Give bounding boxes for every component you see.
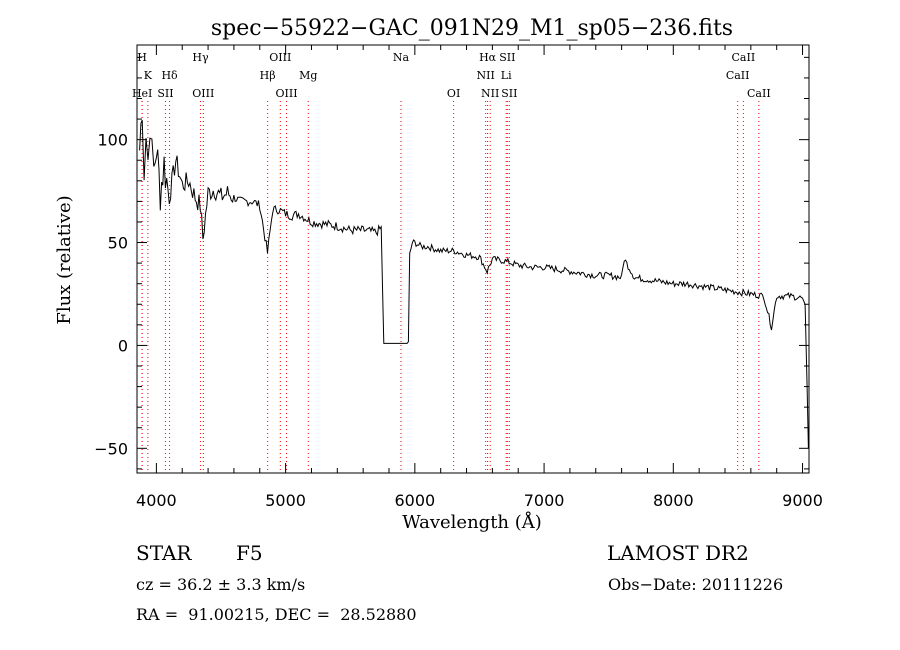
axis-ticks: 4000 5000 6000 7000 8000 9000 −50 0 50 100 xyxy=(94,45,823,510)
object-subclass: F5 xyxy=(236,541,263,565)
spectral-line-label: OIII xyxy=(269,51,291,64)
spectral-line-label: SII xyxy=(499,51,515,64)
x-tick-label: 5000 xyxy=(265,491,306,510)
x-tick-label: 7000 xyxy=(524,491,565,510)
y-axis-label: Flux (relative) xyxy=(54,195,75,324)
y-tick-label: 100 xyxy=(97,131,128,150)
plot-frame xyxy=(136,44,810,474)
x-tick-label: 4000 xyxy=(136,491,177,510)
spectral-line-label: Na xyxy=(393,51,410,64)
spectral-line-label: Li xyxy=(501,69,512,82)
chart-title: spec−55922−GAC_091N29_M1_sp05−236.fits xyxy=(211,16,733,41)
redshift-line: cz = 36.2 ± 3.3 km/s xyxy=(136,575,306,594)
spectral-line-label: OI xyxy=(447,87,460,100)
coordinates-line: RA = 91.00215, DEC = 28.52880 xyxy=(136,605,417,624)
y-tick-label: 0 xyxy=(118,336,128,355)
spectral-line-label: Hα xyxy=(479,51,497,64)
spectral-line-label: NII xyxy=(477,69,495,82)
spectral-line-label: K xyxy=(144,69,153,82)
y-tick-label: −50 xyxy=(94,439,128,458)
obs-date-line: Obs−Date: 20111226 xyxy=(608,575,784,594)
spectral-line-label: Mg xyxy=(299,69,317,82)
x-axis-label: Wavelength (Å) xyxy=(402,511,542,533)
object-class: STAR xyxy=(136,541,192,565)
spectrum-line xyxy=(139,119,809,449)
spectral-line-label: HeI xyxy=(132,87,152,100)
spectral-line-label: CaII xyxy=(732,51,756,64)
x-tick-label: 9000 xyxy=(782,491,823,510)
x-tick-label: 8000 xyxy=(653,491,694,510)
spectral-line-label: CaII xyxy=(747,87,771,100)
spectral-line-label: H xyxy=(137,51,147,64)
spectral-line-label: Hγ xyxy=(192,51,209,64)
survey-name: LAMOST DR2 xyxy=(607,541,749,565)
spectral-line-label: Hβ xyxy=(260,69,276,82)
spectral-line-label: SII xyxy=(157,87,173,100)
spectral-line-label: CaII xyxy=(726,69,750,82)
spectral-line-label: Hδ xyxy=(161,69,178,82)
x-tick-label: 6000 xyxy=(394,491,435,510)
spectral-line-label: OIII xyxy=(275,87,297,100)
spectral-line-label: SII xyxy=(501,87,517,100)
y-tick-label: 50 xyxy=(108,234,128,253)
spectral-line-label: OIII xyxy=(192,87,214,100)
line-markers: HKHeIHδSIIHγOIIIHβOIIIOIIIMgNaOINIIHαNII… xyxy=(132,51,771,473)
spectral-line-label: NII xyxy=(481,87,499,100)
